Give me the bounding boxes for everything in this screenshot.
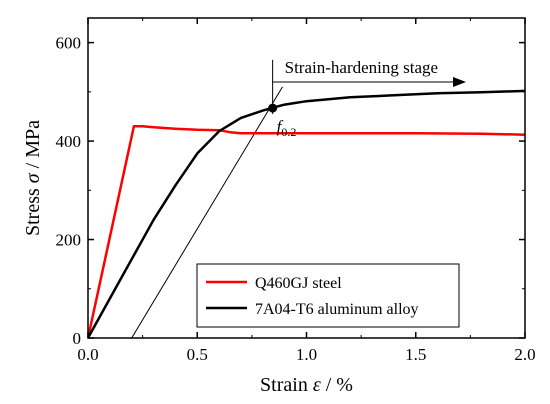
annotation-text: Strain-hardening stage	[285, 58, 438, 77]
axis-title-layer: Strain ε / % Stress σ / MPa	[22, 120, 353, 396]
series-line-2	[88, 89, 525, 338]
x-tick-label-2: 1.0	[296, 345, 317, 364]
legend: Q460GJ steel 7A04-T6 aluminum alloy	[196, 263, 460, 328]
axis-title-prefix: Strain	[260, 374, 313, 396]
x-axis-title: Strain ε / %	[260, 374, 353, 396]
axis-title-symbol: ε	[313, 374, 321, 396]
y-tick-label-1: 200	[56, 231, 82, 250]
annotation-arrow-head	[453, 77, 467, 87]
y-tick-label-3: 600	[56, 34, 82, 53]
y-axis-title: Stress σ / MPa	[22, 120, 44, 236]
f02-marker	[268, 103, 278, 113]
x-tick-label-0: 0.0	[77, 345, 98, 364]
f02-label-sub: 0.2	[281, 125, 296, 139]
axis-title-suffix: / MPa	[22, 120, 44, 173]
tick-layer: 0.0 0.5 1.0 1.5 2.0 0 200 400 600	[56, 18, 536, 364]
f02-label-main: f	[277, 117, 284, 136]
legend-box	[196, 263, 460, 328]
legend-label-1: Q460GJ steel	[255, 275, 342, 292]
axis-title-prefix: Stress	[22, 183, 44, 236]
f02-label: f0.2	[277, 117, 297, 139]
x-tick-label-3: 1.5	[405, 345, 426, 364]
y-tick-label-2: 400	[56, 132, 82, 151]
y-tick-label-0: 0	[73, 329, 82, 348]
axis-title-suffix: / %	[321, 374, 353, 396]
offset-line	[131, 86, 283, 338]
series-layer	[88, 86, 525, 338]
x-tick-label-4: 2.0	[514, 345, 535, 364]
annotation-layer: Strain-hardening stage f0.2	[268, 58, 467, 139]
x-tick-label-1: 0.5	[187, 345, 208, 364]
axis-title-symbol: σ	[22, 172, 44, 183]
legend-label-2: 7A04-T6 aluminum alloy	[255, 301, 419, 318]
